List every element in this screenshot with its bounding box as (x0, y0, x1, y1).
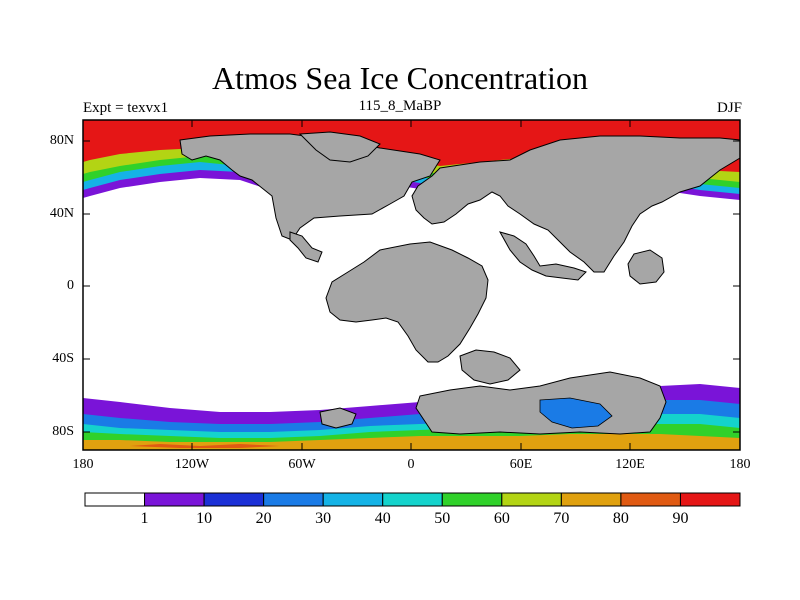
ice-band-red-s (130, 444, 280, 448)
map-title: Atmos Sea Ice Concentration (212, 60, 588, 96)
ice-band-red-n (83, 120, 740, 172)
lon-label-60e: 60E (509, 457, 533, 472)
colorbar-swatch (382, 492, 443, 507)
colorbar-level-label: 50 (434, 510, 451, 527)
experiment-label: Expt = texvx1 (83, 100, 169, 116)
colorbar-level-label: 30 (315, 510, 332, 527)
period-label: 115_8_MaBP (358, 98, 442, 114)
landmass-africa (325, 241, 489, 363)
colorbar-swatch (441, 492, 503, 507)
colorbar-level-label: 1 (140, 510, 149, 527)
landmass-south-america (459, 349, 521, 385)
antarctic-ice-patch (539, 397, 613, 429)
landmass-central-america (289, 231, 323, 263)
lon-label-0: 0 (407, 457, 415, 472)
colorbar-swatch (501, 492, 562, 507)
colorbar-level-label: 10 (196, 510, 213, 527)
colorbar-swatch (263, 492, 324, 507)
colorbar-swatches (84, 492, 741, 507)
landmass-australia (627, 249, 665, 285)
lat-label-80n: 80N (49, 133, 74, 148)
colorbar-level-label: 90 (672, 510, 689, 527)
lon-label-180e: 180 (729, 457, 751, 472)
lon-label-120w: 120W (174, 457, 210, 472)
lat-label-0: 0 (67, 278, 74, 293)
colorbar-level-label: 60 (493, 510, 510, 527)
landmass-greenland (298, 131, 381, 163)
lat-label-80s: 80S (52, 424, 74, 439)
colorbar-level-label: 20 (255, 510, 272, 527)
lon-label-60w: 60W (288, 457, 316, 472)
lat-label-40n: 40N (49, 206, 74, 221)
colorbar-level-label: 70 (553, 510, 570, 527)
colorbar-swatch (560, 492, 622, 507)
lon-label-180w: 180 (72, 457, 94, 472)
colorbar-swatch (679, 492, 741, 507)
landmass-india-se-asia (498, 231, 587, 281)
colorbar-swatch (203, 492, 265, 507)
colorbar-swatch (84, 492, 146, 507)
map-ticks (82, 120, 741, 450)
colorbar-swatch (620, 492, 681, 507)
colorbar-swatch (322, 492, 384, 507)
landmass-antarctic-peninsula (319, 407, 357, 429)
colorbar-swatch (144, 492, 205, 507)
colorbar-level-label: 40 (374, 510, 391, 527)
lat-label-40s: 40S (52, 351, 74, 366)
lon-label-120e: 120E (615, 457, 645, 472)
colorbar-level-label: 80 (612, 510, 629, 527)
season-label: DJF (716, 100, 742, 116)
landmass-eurasia (411, 135, 741, 273)
